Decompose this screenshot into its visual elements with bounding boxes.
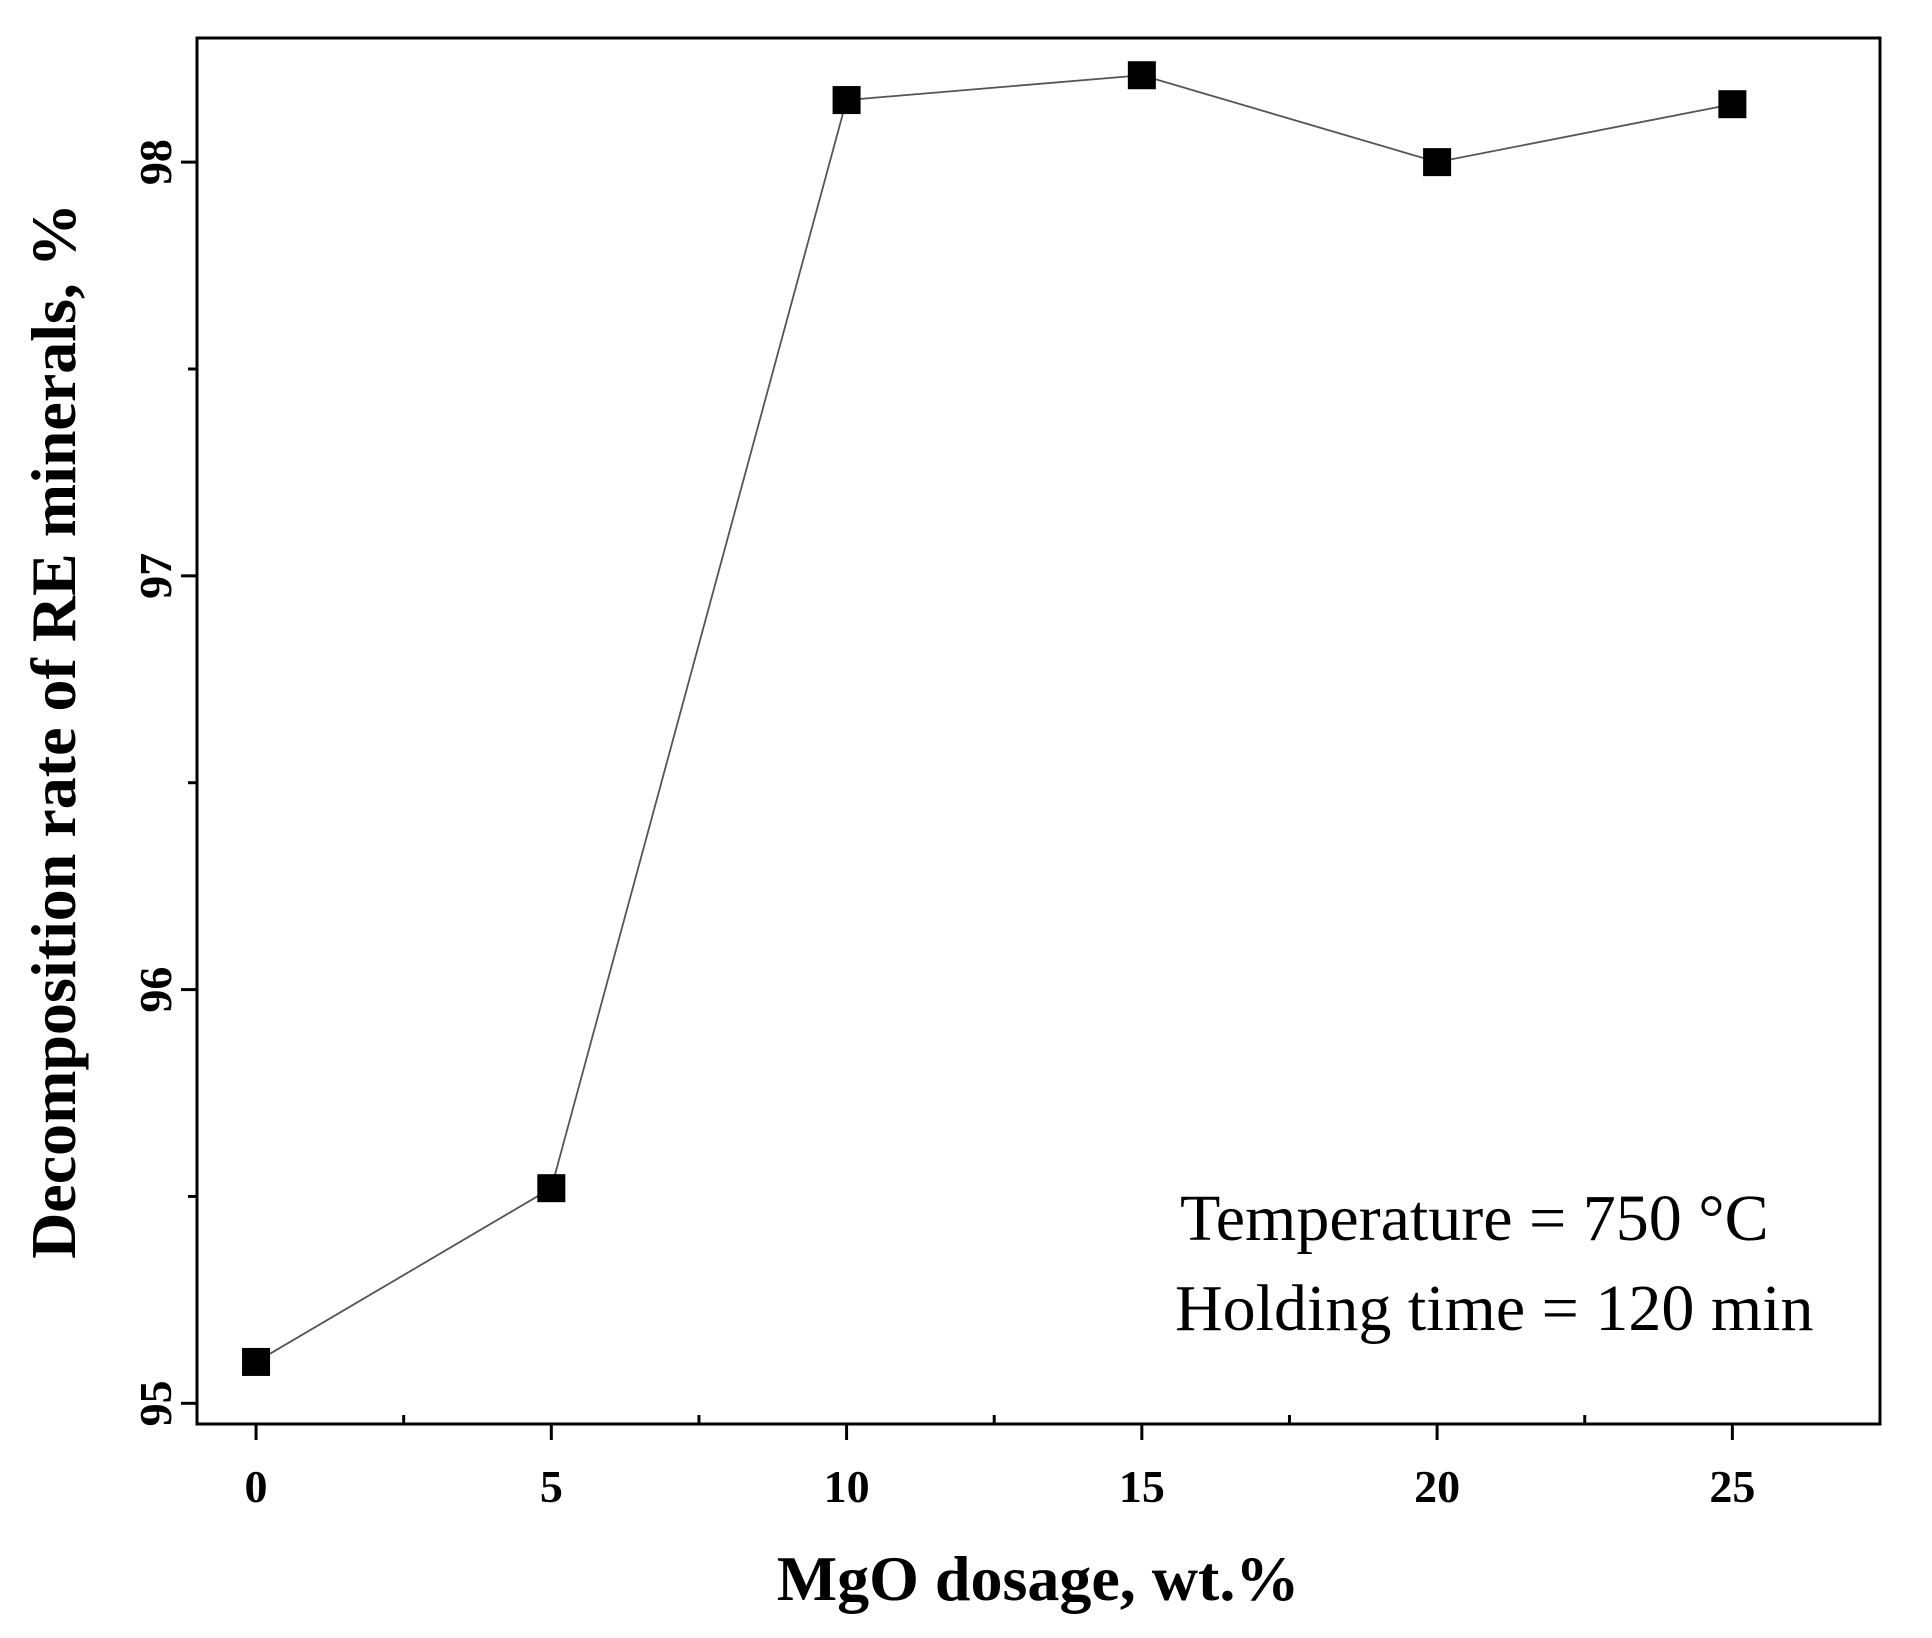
y-axis-ticks: 95 96 97 98 (130, 139, 197, 1426)
series-points-group (242, 61, 1747, 1376)
y-tick-label: 96 (130, 967, 181, 1013)
y-axis-title: Decomposition rate of RE minerals, % (18, 203, 89, 1259)
x-tick-label: 15 (1119, 1461, 1165, 1512)
annotation-holding-time: Holding time = 120 min (1175, 1272, 1814, 1345)
x-tick-label: 0 (245, 1461, 268, 1512)
x-axis-ticks: 0 5 10 15 20 25 (245, 1415, 1755, 1512)
series-line-group (255, 74, 1733, 1363)
y-tick-label: 98 (130, 139, 181, 185)
data-point-square (832, 86, 861, 115)
x-tick-label: 10 (824, 1461, 870, 1512)
data-point-square (1423, 148, 1452, 177)
data-point-square (1127, 61, 1156, 90)
y-tick-label: 97 (130, 553, 181, 599)
x-tick-label: 20 (1414, 1461, 1460, 1512)
plot-frame (195, 36, 1882, 1426)
x-axis-title: MgO dosage, wt.% (777, 1543, 1300, 1614)
data-point-square (1718, 90, 1747, 119)
data-point-square (242, 1347, 271, 1376)
x-tick-label: 5 (540, 1461, 563, 1512)
series-line (255, 74, 1733, 1363)
x-tick-label: 25 (1709, 1461, 1755, 1512)
annotation-temperature: Temperature = 750 °C (1180, 1182, 1769, 1255)
y-tick-label: 95 (130, 1380, 181, 1426)
data-point-square (537, 1174, 566, 1203)
